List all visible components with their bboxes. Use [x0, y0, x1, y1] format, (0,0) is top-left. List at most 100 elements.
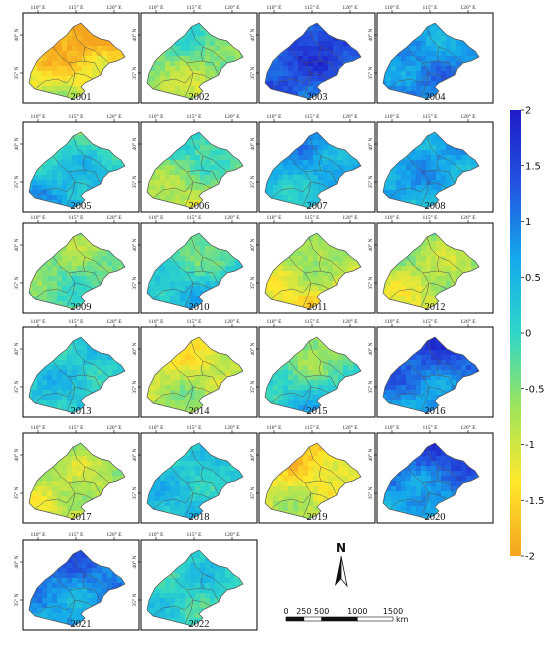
- province-boundary: [34, 386, 76, 404]
- province-boundary: [428, 282, 448, 290]
- north-arrow-icon: [335, 556, 341, 586]
- map-panel-2016: 110° E 115° E 120° E 40° N 35° N 2016: [367, 318, 494, 418]
- year-label: 2022: [189, 619, 210, 630]
- year-label: 2018: [189, 512, 210, 523]
- lon-tick-label: 120° E: [106, 113, 122, 120]
- province-boundary: [422, 374, 456, 390]
- year-label: 2003: [307, 92, 328, 103]
- lon-tick-label: 120° E: [342, 113, 358, 120]
- lon-tick-label: 120° E: [106, 531, 122, 538]
- province-boundary: [428, 72, 448, 80]
- lon-tick-label: 115° E: [305, 318, 321, 325]
- lon-tick-label: 115° E: [423, 424, 439, 431]
- colorbar-tick-label: 0: [525, 329, 531, 340]
- lon-tick-label: 110° E: [149, 531, 165, 538]
- province-boundary: [436, 466, 440, 482]
- province-boundary: [200, 155, 204, 171]
- scale-tick-label: 500: [314, 607, 329, 616]
- lat-tick-label: 40° N: [131, 238, 138, 251]
- lat-tick-label: 35° N: [13, 380, 20, 393]
- province-boundary: [436, 46, 440, 62]
- lon-tick-label: 115° E: [69, 113, 85, 120]
- province-boundary: [318, 256, 322, 272]
- colorbar-tick-label: -1: [525, 440, 535, 451]
- province-boundary: [186, 270, 220, 286]
- lat-tick-label: 40° N: [249, 28, 256, 41]
- province-boundary: [200, 466, 204, 482]
- province-boundary: [318, 46, 322, 62]
- lat-tick-label: 35° N: [367, 276, 374, 289]
- province-boundary: [422, 270, 456, 286]
- province-boundary: [288, 155, 312, 207]
- lon-tick-label: 120° E: [224, 214, 240, 221]
- province-boundary: [170, 466, 194, 518]
- lat-tick-label: 35° N: [13, 66, 20, 79]
- province-boundary: [74, 181, 94, 189]
- province-boundary: [152, 282, 194, 300]
- lon-tick-label: 115° E: [187, 113, 203, 120]
- lat-tick-label: 40° N: [13, 342, 20, 355]
- year-label: 2002: [189, 92, 210, 103]
- map-panel-2008: 110° E 115° E 120° E 40° N 35° N 2008: [367, 113, 494, 213]
- lon-tick-label: 115° E: [305, 113, 321, 120]
- year-label: 2009: [71, 302, 92, 313]
- map-panel-2013: 110° E 115° E 120° E 40° N 35° N 2013: [13, 318, 140, 418]
- province-boundary: [68, 270, 102, 286]
- province-boundary: [310, 181, 330, 189]
- map-panel-2007: 110° E 115° E 120° E 40° N 35° N 2007: [249, 113, 376, 213]
- province-boundary: [152, 492, 194, 510]
- lon-tick-label: 115° E: [423, 113, 439, 120]
- region-outline: [264, 442, 362, 520]
- lat-tick-label: 40° N: [131, 448, 138, 461]
- scale-tick-label: 250: [296, 607, 311, 616]
- province-boundary: [310, 282, 330, 290]
- scale-tick-label: 1500: [383, 607, 403, 616]
- province-boundary: [318, 155, 322, 171]
- region-outline: [146, 131, 244, 209]
- province-boundary: [422, 169, 456, 185]
- lon-tick-label: 110° E: [31, 424, 47, 431]
- lon-tick-label: 120° E: [224, 424, 240, 431]
- region-outline: [146, 232, 244, 310]
- province-boundary: [192, 282, 212, 290]
- lon-tick-label: 120° E: [106, 424, 122, 431]
- colorbar-tick-label: -1.5: [525, 496, 545, 507]
- region-outline: [382, 22, 480, 100]
- map-panel-2003: 110° E 115° E 120° E 40° N 35° N 2003: [249, 4, 376, 104]
- lat-tick-label: 40° N: [13, 555, 20, 568]
- lon-tick-label: 110° E: [385, 214, 401, 221]
- lat-tick-label: 35° N: [249, 66, 256, 79]
- province-boundary: [388, 492, 430, 510]
- province-boundary: [170, 360, 194, 412]
- year-label: 2012: [425, 302, 446, 313]
- lon-tick-label: 115° E: [187, 214, 203, 221]
- region-outline: [264, 22, 362, 100]
- province-boundary: [52, 466, 76, 518]
- map-panel-2015: 110° E 115° E 120° E 40° N 35° N 2015: [249, 318, 376, 418]
- province-boundary: [52, 155, 76, 207]
- province-boundary: [68, 587, 102, 603]
- province-boundary: [186, 480, 220, 496]
- province-boundary: [82, 573, 86, 589]
- lon-tick-label: 120° E: [460, 4, 476, 11]
- year-label: 2008: [425, 201, 446, 212]
- province-boundary: [34, 181, 76, 199]
- year-label: 2019: [307, 512, 328, 523]
- lat-tick-label: 35° N: [131, 175, 138, 188]
- province-boundary: [318, 360, 322, 376]
- lon-tick-label: 110° E: [149, 424, 165, 431]
- lon-tick-label: 120° E: [460, 424, 476, 431]
- lat-tick-label: 35° N: [131, 276, 138, 289]
- lat-tick-label: 40° N: [131, 137, 138, 150]
- region-outline: [28, 549, 126, 627]
- lon-tick-label: 120° E: [342, 424, 358, 431]
- province-boundary: [406, 360, 430, 412]
- lon-tick-label: 115° E: [423, 318, 439, 325]
- lat-tick-label: 40° N: [131, 555, 138, 568]
- lat-tick-label: 40° N: [13, 28, 20, 41]
- lon-tick-label: 120° E: [106, 214, 122, 221]
- lon-tick-label: 120° E: [342, 4, 358, 11]
- lat-tick-label: 35° N: [249, 276, 256, 289]
